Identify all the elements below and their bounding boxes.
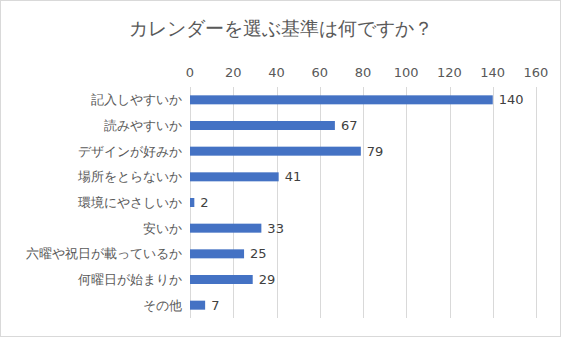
tick-label: 100	[394, 65, 419, 80]
grid-line	[450, 87, 451, 318]
category-label: デザインが好みか	[78, 144, 182, 159]
grid-line	[493, 87, 494, 318]
bar	[190, 275, 253, 284]
page: {"chart_data": {"type": "bar", "orientat…	[0, 0, 561, 337]
category-label: 環境にやさしいか	[78, 195, 182, 210]
data-label: 140	[499, 92, 524, 107]
bar	[190, 121, 335, 130]
tick-label: 140	[480, 65, 505, 80]
grid-line	[363, 87, 364, 318]
bar	[190, 198, 194, 207]
data-label: 41	[285, 169, 302, 184]
category-label: 安いか	[143, 221, 182, 236]
category-label: その他	[143, 298, 182, 313]
bar	[190, 249, 244, 258]
data-label: 29	[259, 272, 276, 287]
bars	[190, 95, 493, 309]
category-label: 読みやすいか	[104, 118, 182, 133]
chart-container: カレンダーを選ぶ基準は何ですか？020406080100120140160記入し…	[0, 0, 561, 337]
data-label: 67	[341, 118, 358, 133]
tick-label: 160	[524, 65, 549, 80]
grid-line	[536, 87, 537, 318]
tick-label: 120	[437, 65, 462, 80]
grid	[191, 87, 537, 318]
category-label: 六曜や祝日が載っているか	[26, 246, 182, 261]
bar	[190, 95, 493, 104]
bar	[190, 224, 261, 233]
tick-label: 0	[186, 65, 194, 80]
grid-line	[406, 87, 407, 318]
data-label: 79	[367, 144, 384, 159]
category-label: 記入しやすいか	[91, 92, 182, 107]
chart-frame	[1, 1, 561, 337]
tick-label: 80	[355, 65, 372, 80]
labels: 記入しやすいか 140 読みやすいか 67 デザインが好みか 79 場所をとらないか 41 環境…	[26, 92, 524, 312]
chart-title: カレンダーを選ぶ基準は何ですか？	[129, 17, 433, 39]
bar	[190, 172, 279, 181]
category-label: 場所をとらないか	[77, 169, 182, 184]
chart-svg: カレンダーを選ぶ基準は何ですか？020406080100120140160記入し…	[0, 0, 561, 337]
data-label: 33	[267, 221, 284, 236]
tick-label: 60	[311, 65, 328, 80]
bar	[190, 147, 361, 156]
bar	[190, 301, 205, 310]
tick-label: 20	[225, 65, 242, 80]
data-label: 2	[200, 195, 208, 210]
category-label: 何曜日が始まりか	[78, 272, 182, 287]
data-label: 7	[211, 298, 219, 313]
tick-label: 40	[268, 65, 285, 80]
data-label: 25	[250, 246, 267, 261]
